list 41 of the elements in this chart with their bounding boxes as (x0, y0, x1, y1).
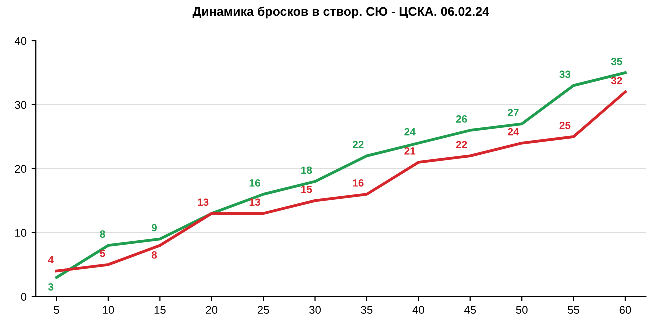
data-label: 18 (302, 166, 312, 174)
data-label: 24 (404, 128, 416, 136)
data-label: 8 (100, 230, 106, 238)
x-tick-label: 10 (103, 306, 114, 314)
x-tick-label: 60 (620, 306, 632, 314)
x-tick-label: 50 (516, 306, 528, 314)
data-label: 13 (198, 198, 209, 206)
x-tick-label: 30 (310, 306, 322, 314)
x-tick-label: 15 (154, 306, 166, 314)
data-label: 9 (152, 224, 157, 232)
data-label: 22 (456, 141, 468, 148)
x-tick-label: 45 (464, 306, 476, 314)
data-label: 24 (508, 128, 520, 136)
data-label: 22 (352, 141, 364, 148)
data-label: 8 (152, 252, 158, 259)
data-label: 5 (100, 250, 106, 258)
data-label: 13 (250, 198, 260, 206)
data-label: 27 (508, 109, 519, 116)
x-tick-label: 35 (361, 306, 373, 314)
data-label: 21 (404, 148, 416, 155)
x-tick-label: 55 (568, 306, 580, 314)
data-label: 25 (560, 122, 571, 130)
data-label: 35 (611, 58, 622, 66)
data-label: 4 (48, 256, 54, 264)
data-label: 32 (611, 77, 622, 85)
y-tick-label: 30 (15, 101, 27, 110)
y-tick-label: 40 (14, 37, 27, 46)
data-label: 15 (302, 186, 312, 194)
x-tick-label: 25 (258, 306, 270, 314)
x-tick-label: 5 (54, 306, 60, 314)
y-tick-label: 0 (21, 293, 27, 301)
chart-title: Динамика бросков в створ. СЮ - ЦСКА. 06.02.24 (192, 6, 490, 19)
data-label: 3 (48, 283, 54, 291)
data-label: 26 (456, 116, 468, 123)
data-label: 33 (560, 70, 571, 78)
data-label: 16 (353, 180, 364, 187)
data-label: 16 (250, 180, 260, 187)
x-tick-label: 20 (206, 306, 218, 314)
x-tick-label: 40 (412, 306, 424, 314)
y-tick-label: 20 (15, 165, 27, 174)
y-tick-label: 10 (16, 229, 27, 238)
